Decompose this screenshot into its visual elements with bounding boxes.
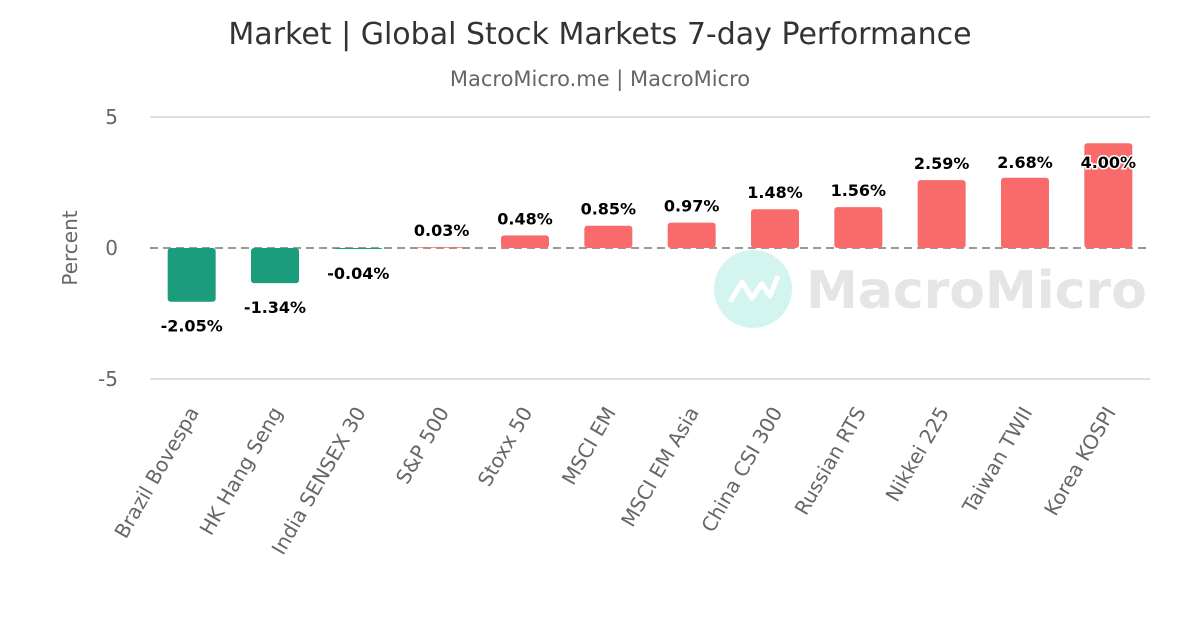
x-tick-label: India SENSEX 30	[267, 403, 371, 559]
bar[interactable]	[1001, 177, 1049, 248]
data-label: 0.97%	[664, 197, 720, 216]
data-label: 0.03%	[414, 221, 470, 240]
y-tick-label: 5	[105, 105, 118, 129]
x-tick-label: Brazil Bovespa	[109, 403, 204, 543]
data-label: 1.48%	[747, 183, 803, 202]
data-label: -2.05%	[161, 317, 223, 336]
watermark-logo-icon	[714, 250, 792, 328]
data-label: 2.68%	[997, 153, 1053, 172]
y-tick-label: -5	[98, 367, 118, 391]
watermark: MacroMicro	[714, 250, 1147, 328]
x-tick-label: HK Hang Seng	[195, 403, 288, 540]
x-tick-label: Korea KOSPI	[1039, 403, 1121, 520]
x-tick-label: Russian RTS	[790, 403, 871, 520]
x-tick-label: Stoxx 50	[473, 403, 538, 491]
bar[interactable]	[917, 180, 966, 248]
x-tick-label: Taiwan TWII	[957, 403, 1037, 518]
watermark-logo-line-icon	[727, 275, 781, 304]
bar[interactable]	[334, 248, 383, 250]
data-label: 4.00%	[1081, 153, 1137, 172]
bar[interactable]	[1084, 143, 1133, 248]
bar[interactable]	[167, 248, 216, 302]
x-tick-label: S&P 500	[391, 403, 454, 489]
x-tick-label: Nikkei 225	[881, 403, 954, 506]
data-label: -0.04%	[327, 264, 389, 283]
data-label: 0.48%	[497, 209, 553, 228]
bar[interactable]	[751, 209, 799, 248]
y-axis-title: Percent	[58, 210, 82, 285]
x-tick-label: MSCI EM	[557, 403, 621, 490]
bar[interactable]	[417, 247, 466, 248]
chart-subtitle: MacroMicro.me | MacroMicro	[450, 67, 750, 92]
chart-title: Market | Global Stock Markets 7-day Perf…	[228, 17, 971, 52]
bar[interactable]	[501, 235, 549, 248]
bar[interactable]	[834, 207, 883, 248]
data-label: 1.56%	[831, 181, 887, 200]
y-tick-label: 0	[105, 236, 118, 260]
x-tick-label: China CSI 300	[696, 403, 787, 537]
bar[interactable]	[584, 225, 633, 248]
bar[interactable]	[251, 248, 299, 284]
bar[interactable]	[667, 222, 716, 248]
data-label: 2.59%	[914, 154, 970, 173]
data-label: 0.85%	[581, 200, 637, 219]
data-label: -1.34%	[244, 298, 306, 317]
x-tick-label: MSCI EM Asia	[616, 403, 704, 531]
watermark-text: MacroMicro	[806, 261, 1147, 321]
